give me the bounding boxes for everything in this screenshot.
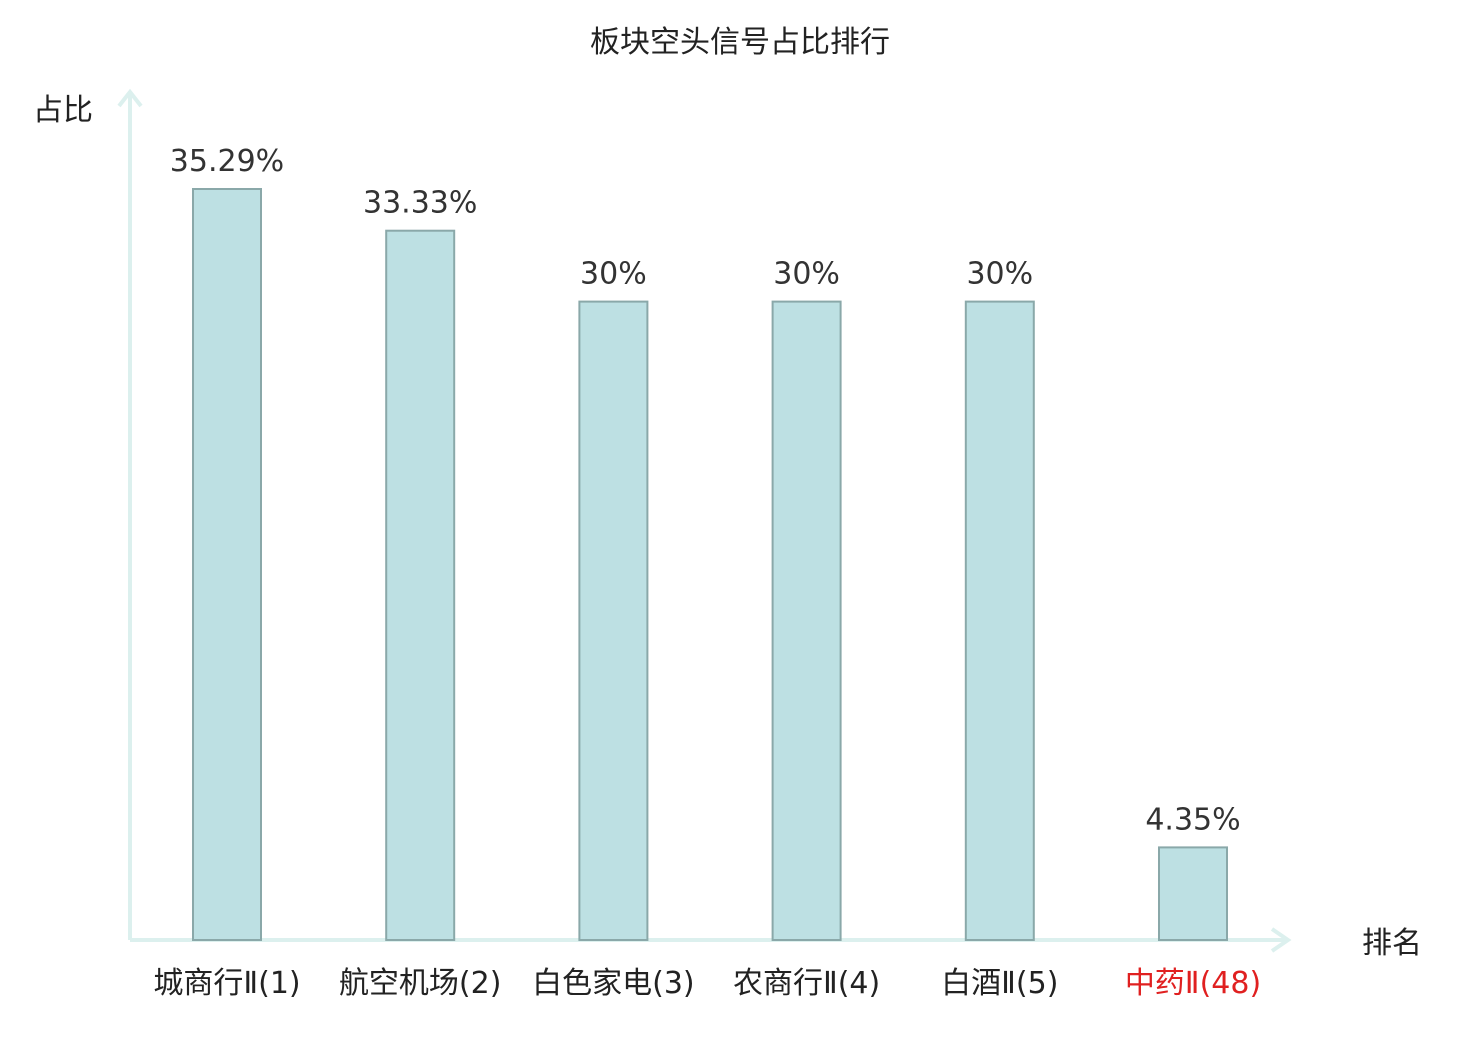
bar-value-label: 33.33% bbox=[363, 186, 477, 221]
bar bbox=[385, 229, 456, 941]
bar bbox=[964, 300, 1035, 942]
y-axis-label: 占比 bbox=[33, 93, 93, 128]
x-axis-arrow bbox=[1270, 927, 1292, 953]
chart-title: 板块空头信号占比排行 bbox=[590, 25, 890, 60]
x-tick-label: 航空机场(2) bbox=[339, 966, 502, 1001]
y-axis: 占比 bbox=[33, 88, 143, 940]
bar bbox=[771, 300, 842, 942]
x-tick-label: 城商行Ⅱ(1) bbox=[153, 966, 300, 1001]
bar-value-label: 30% bbox=[773, 257, 840, 292]
bar-value-label: 30% bbox=[580, 257, 647, 292]
y-axis-arrow bbox=[117, 88, 143, 108]
bar-value-label: 30% bbox=[966, 257, 1033, 292]
bar bbox=[1158, 846, 1228, 942]
x-tick-label: 农商行Ⅱ(4) bbox=[733, 966, 880, 1001]
bar bbox=[578, 300, 649, 942]
x-tick-label: 白酒Ⅱ(5) bbox=[941, 966, 1058, 1001]
bar-value-label: 35.29% bbox=[170, 144, 284, 179]
x-axis-label: 排名 bbox=[1362, 926, 1422, 961]
x-axis: 排名 bbox=[130, 926, 1422, 961]
bar-value-label: 4.35% bbox=[1145, 802, 1240, 837]
bar-series: 35.29% 城商行Ⅱ(1) 33.33% 航空机场(2) 30% 白色家电(3) 30% 农… bbox=[153, 144, 1261, 1001]
bar bbox=[192, 188, 262, 941]
x-tick-label: 白色家电(3) bbox=[532, 966, 695, 1001]
x-tick-label: 中药Ⅱ(48) bbox=[1125, 966, 1261, 1001]
